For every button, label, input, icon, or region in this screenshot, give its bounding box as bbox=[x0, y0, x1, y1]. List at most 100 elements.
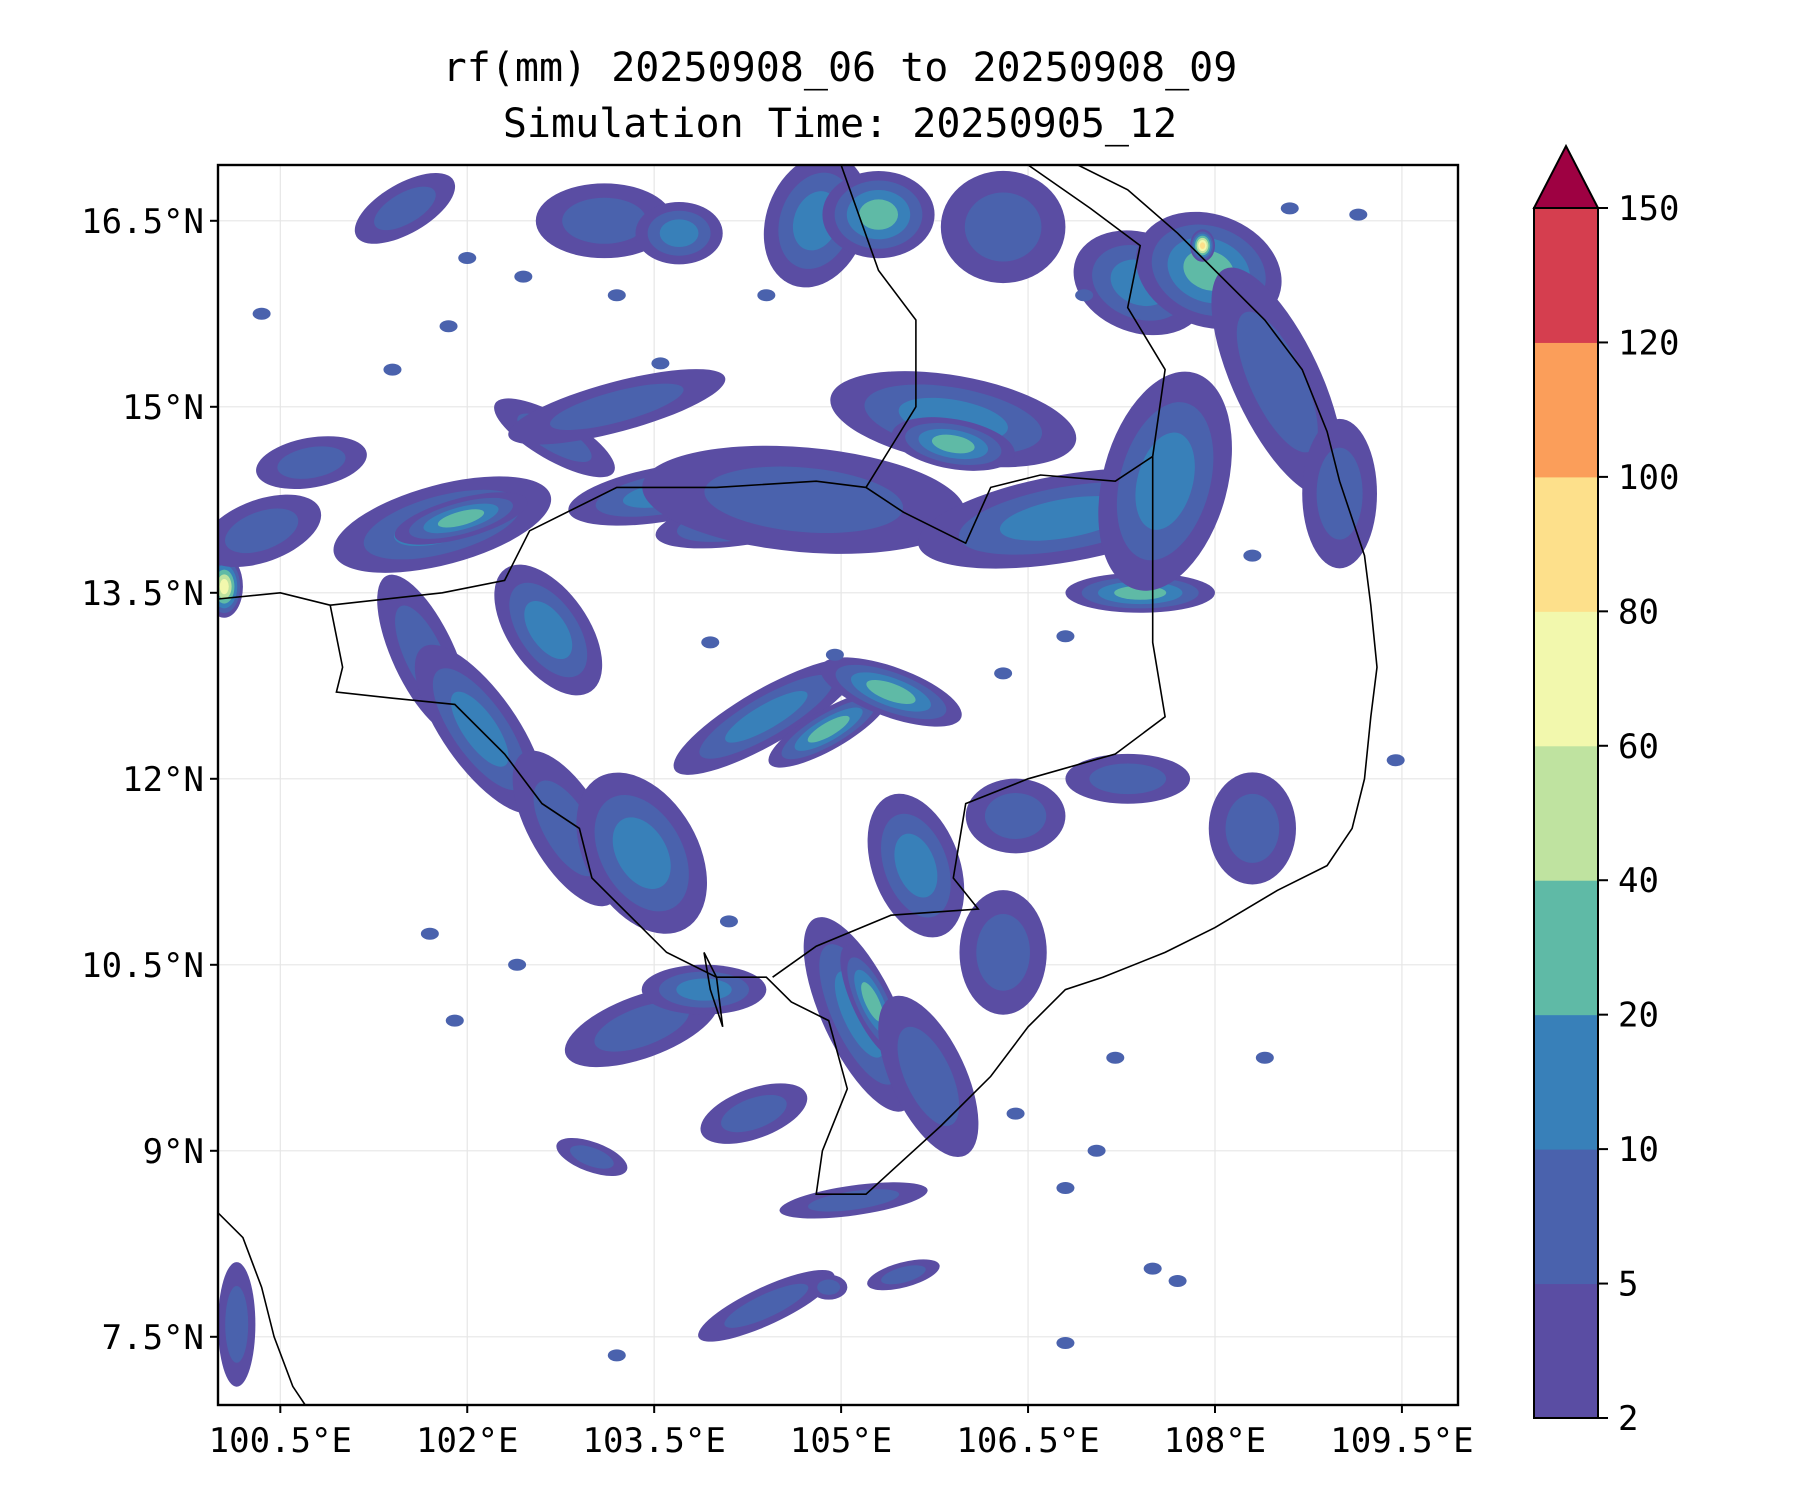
colorbar: 2 5 10 20 40 60 80 100 120 150 bbox=[1532, 143, 1679, 1439]
rain-band bbox=[612, 817, 671, 890]
rain-band bbox=[659, 219, 699, 248]
rain-band bbox=[881, 1265, 926, 1285]
colorbar-tick-label: 2 bbox=[1618, 1399, 1638, 1439]
rain-speck bbox=[607, 289, 626, 302]
rain-cell bbox=[494, 564, 603, 696]
colorbar-frame bbox=[1533, 207, 1599, 1419]
rain-band bbox=[984, 792, 1047, 840]
rain-band bbox=[817, 1279, 841, 1295]
rain-band bbox=[721, 1094, 787, 1133]
lat-tick-label: 15°N bbox=[122, 388, 204, 428]
rain-cell bbox=[1302, 418, 1377, 569]
rain-speck bbox=[825, 648, 844, 661]
rain-band bbox=[999, 496, 1131, 541]
map-title: rf(mm) 20250908_06 to 20250908_09 bbox=[442, 45, 1238, 91]
lon-tick-label: 109.5°E bbox=[1330, 1421, 1473, 1461]
rain-band bbox=[594, 1001, 690, 1052]
border-laos-vietnam bbox=[1027, 165, 1166, 457]
colorbar-tick-label: 5 bbox=[1618, 1265, 1638, 1305]
rain-cell bbox=[256, 436, 367, 490]
rain-speck bbox=[1106, 1051, 1125, 1064]
rain-cell bbox=[809, 1274, 848, 1300]
colorbar-band bbox=[1534, 1149, 1598, 1285]
rain-band bbox=[976, 914, 1030, 991]
lon-tick-label: 108°E bbox=[1164, 1421, 1266, 1461]
rain-speck bbox=[1056, 1337, 1075, 1349]
rain-cell bbox=[965, 778, 1066, 854]
rain-cell bbox=[768, 690, 889, 768]
rain-cell bbox=[218, 1262, 256, 1387]
colorbar-tick-label: 40 bbox=[1618, 861, 1659, 901]
longitude-axis: 100.5°E 102°E 103.5°E 105°E 106.5°E 108°E 109.… bbox=[209, 1405, 1474, 1461]
rain-speck bbox=[420, 927, 439, 940]
rain-speck bbox=[1143, 1262, 1162, 1275]
colorbar-band bbox=[1534, 611, 1598, 747]
border-thailand-cambodia-laos bbox=[330, 455, 1154, 606]
rain-band bbox=[964, 192, 1042, 262]
rain-band bbox=[931, 434, 975, 454]
border-cambodia-vietnam bbox=[772, 456, 1166, 978]
rain-cell bbox=[959, 890, 1047, 1015]
rain-cell bbox=[700, 1083, 808, 1144]
rain-band bbox=[1225, 793, 1280, 863]
lat-tick-label: 10.5°N bbox=[81, 946, 204, 986]
rain-speck bbox=[252, 307, 271, 320]
rain-band bbox=[570, 1145, 614, 1169]
colorbar-tick-label: 10 bbox=[1618, 1130, 1659, 1170]
rain-band bbox=[1089, 763, 1167, 795]
rain-cell bbox=[218, 555, 243, 618]
rain-band bbox=[861, 982, 884, 1022]
rain-cell bbox=[867, 793, 965, 938]
rain-band bbox=[562, 197, 647, 244]
colorbar-tick-label: 60 bbox=[1618, 727, 1659, 767]
lon-tick-label: 100.5°E bbox=[209, 1421, 352, 1461]
rain-cell bbox=[508, 369, 726, 445]
rain-band bbox=[866, 679, 916, 705]
rain-cell bbox=[354, 173, 456, 244]
rain-speck bbox=[1386, 754, 1405, 767]
rain-band bbox=[807, 1189, 900, 1212]
latitude-axis: 16.5°N 15°N 13.5°N 12°N 10.5°N 9°N 7.5°N bbox=[81, 202, 218, 1358]
rain-cell bbox=[218, 494, 322, 568]
coastlines-and-borders bbox=[218, 165, 1378, 1405]
coastline-peninsula bbox=[218, 1212, 306, 1405]
rain-band bbox=[1316, 447, 1363, 540]
lon-tick-label: 103.5°E bbox=[583, 1421, 726, 1461]
colorbar-tick-label: 20 bbox=[1618, 996, 1659, 1036]
rain-speck bbox=[1280, 202, 1299, 215]
lat-tick-label: 12°N bbox=[122, 760, 204, 800]
rain-band bbox=[858, 199, 899, 230]
rain-speck bbox=[1075, 289, 1094, 302]
coastline-mainland bbox=[218, 165, 1378, 1195]
rain-cell bbox=[891, 417, 1015, 471]
rain-speck bbox=[1056, 630, 1075, 643]
rain-speck bbox=[1168, 1275, 1187, 1287]
rain-speck bbox=[514, 270, 533, 283]
rain-band bbox=[524, 600, 573, 660]
rain-speck bbox=[1087, 1144, 1106, 1157]
rain-speck bbox=[458, 252, 477, 264]
colorbar-band bbox=[1534, 880, 1598, 1016]
rain-speck bbox=[607, 1349, 626, 1362]
rain-speck bbox=[508, 958, 527, 971]
colorbar-band bbox=[1534, 745, 1598, 881]
rain-speck bbox=[383, 363, 402, 376]
lon-tick-label: 102°E bbox=[416, 1421, 518, 1461]
rain-speck bbox=[719, 915, 738, 928]
rain-speck bbox=[1056, 1182, 1075, 1194]
rain-band bbox=[676, 978, 732, 1001]
rain-band bbox=[277, 446, 346, 479]
rain-speck bbox=[1255, 1051, 1274, 1064]
rain-speck bbox=[445, 1014, 464, 1027]
coastline-phu-quoc bbox=[703, 952, 724, 1028]
rain-band bbox=[1199, 242, 1206, 250]
rain-band bbox=[1236, 311, 1318, 453]
rain-cell bbox=[1190, 229, 1215, 262]
rain-speck bbox=[994, 667, 1013, 680]
rain-band bbox=[807, 715, 850, 743]
rain-speck bbox=[1243, 549, 1262, 562]
rain-cell bbox=[940, 170, 1066, 284]
rain-cell bbox=[556, 1138, 628, 1176]
rain-cell bbox=[1098, 371, 1232, 591]
